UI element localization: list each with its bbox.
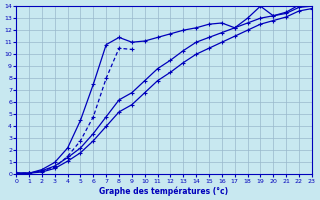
X-axis label: Graphe des températures (°c): Graphe des températures (°c) <box>100 186 228 196</box>
